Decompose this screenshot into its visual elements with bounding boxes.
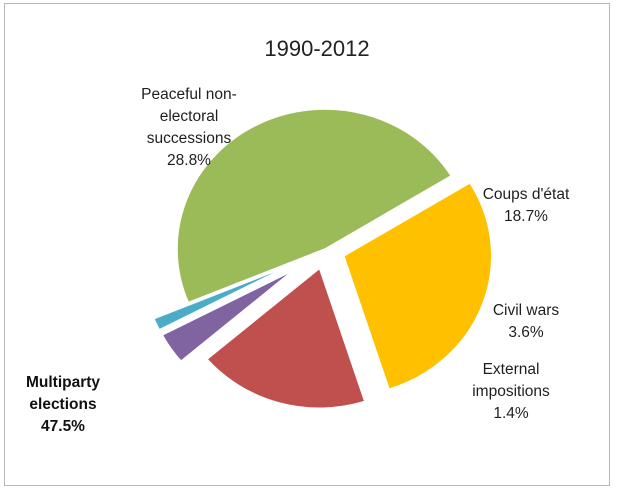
slice-civil-wars xyxy=(161,269,294,363)
category-label: Coups d'état xyxy=(483,186,570,203)
slice-labels: Multiparty elections 47.5% Peaceful non-ele… xyxy=(26,86,570,435)
slice-peaceful-non-electoral-successions xyxy=(342,181,493,391)
chart-title: 1990-2012 xyxy=(264,36,369,61)
pie-chart: 1990-2012 Multiparty elections 47.5% Peacef… xyxy=(26,36,570,435)
value-label: 1.4% xyxy=(493,405,529,422)
label-multiparty-elections: Multiparty elections 47.5% xyxy=(26,374,100,435)
value-label: 3.6% xyxy=(508,324,544,341)
category-label: electoral xyxy=(160,108,219,125)
chart-frame: 1990-2012 Multiparty elections 47.5% Peacef… xyxy=(4,3,610,486)
slice-external-impositions xyxy=(152,264,291,331)
category-label: Civil wars xyxy=(493,302,560,319)
label-peaceful-non-electoral-successions: Peaceful non-electoral successions 28.8% xyxy=(141,86,237,169)
category-label: impositions xyxy=(472,383,550,400)
slice-multiparty-elections xyxy=(176,108,453,304)
value-label: 18.7% xyxy=(504,208,548,225)
category-label: elections xyxy=(29,396,96,413)
category-label: External xyxy=(483,361,540,378)
value-label: 47.5% xyxy=(41,418,85,435)
label-coups-d-tat: Coups d'état 18.7% xyxy=(483,186,570,225)
category-label: successions xyxy=(147,130,232,147)
label-external-impositions: External impositions 1.4% xyxy=(472,361,550,422)
category-label: Multiparty xyxy=(26,374,100,391)
category-label: Peaceful non- xyxy=(141,86,237,103)
value-label: 28.8% xyxy=(167,152,211,169)
pie-slices xyxy=(152,108,493,409)
slice-coups-d-tat xyxy=(205,266,366,409)
label-civil-wars: Civil wars 3.6% xyxy=(493,302,560,341)
